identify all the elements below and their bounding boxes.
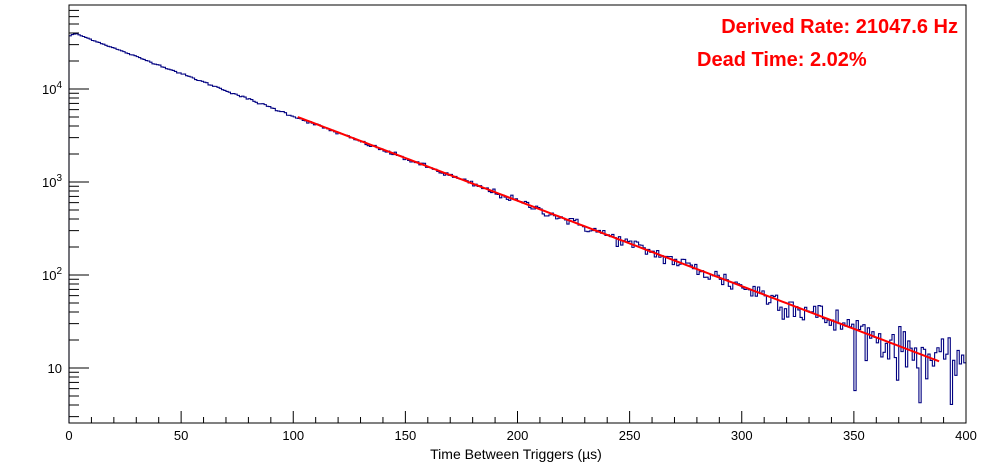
x-tick-label: 0: [65, 428, 72, 443]
x-tick-label: 100: [282, 428, 304, 443]
dead-time-annotation: Dead Time: 2.02%: [697, 49, 867, 71]
y-tick-label: 103: [42, 173, 62, 190]
y-tick-label: 10: [48, 361, 62, 376]
x-tick-label: 350: [843, 428, 865, 443]
x-tick-label: 250: [619, 428, 641, 443]
y-tick-label: 104: [42, 80, 62, 97]
y-tick-label: 102: [42, 266, 62, 283]
derived-rate-annotation: Derived Rate: 21047.6 Hz: [721, 16, 958, 38]
fit-series: [297, 116, 940, 363]
x-tick-label: 50: [174, 428, 188, 443]
x-axis-ticks: 0 50 100 150 200 250 300 350 400: [65, 411, 977, 443]
fit-line: [297, 116, 940, 363]
x-tick-label: 150: [395, 428, 417, 443]
y-axis-ticks: 10 102 103 104: [42, 4, 89, 418]
x-tick-label: 200: [507, 428, 529, 443]
x-axis-title: Time Between Triggers (µs): [430, 446, 602, 462]
x-tick-label: 300: [731, 428, 753, 443]
x-tick-label: 400: [955, 428, 977, 443]
